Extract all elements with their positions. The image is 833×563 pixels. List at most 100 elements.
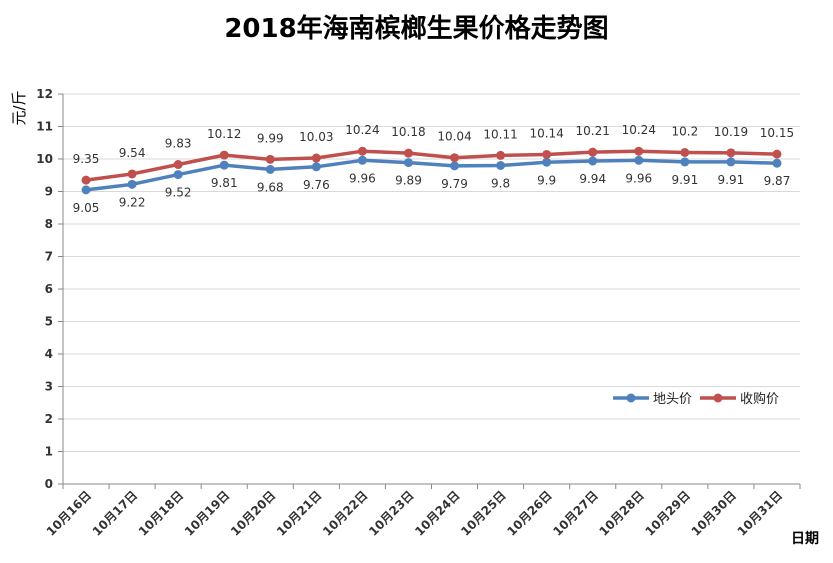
data-label: 10.04 <box>437 130 471 144</box>
data-label: 9.91 <box>671 173 698 187</box>
data-label: 10.03 <box>299 130 333 144</box>
data-point <box>357 155 367 165</box>
x-tick-label: 10月18日 <box>136 488 186 538</box>
data-point <box>219 160 229 170</box>
y-tick-label: 10 <box>36 152 53 166</box>
data-label: 9.52 <box>165 186 192 200</box>
x-tick-label: 10月29日 <box>642 488 692 538</box>
data-point <box>450 153 460 163</box>
x-tick-label: 10月25日 <box>458 488 508 538</box>
axes <box>58 93 801 489</box>
legend: 地头价 收购价 <box>613 391 779 407</box>
data-label: 9.96 <box>625 171 652 185</box>
data-label: 9.22 <box>119 195 146 209</box>
x-tick-label: 10月31日 <box>735 488 785 538</box>
data-label: 10.15 <box>760 126 794 140</box>
data-point <box>588 156 598 166</box>
legend-label: 收购价 <box>740 391 779 407</box>
gridlines <box>63 93 800 452</box>
legend-label: 地头价 <box>653 392 692 407</box>
data-point <box>81 175 91 185</box>
data-point <box>726 148 736 158</box>
x-tick-label: 10月19日 <box>182 488 232 538</box>
data-point <box>772 149 782 159</box>
data-label: 9.89 <box>395 174 422 188</box>
data-label: 10.19 <box>714 125 748 139</box>
data-label: 10.24 <box>622 123 656 137</box>
data-label: 10.21 <box>576 124 610 138</box>
data-label: 10.12 <box>207 127 241 141</box>
data-point <box>772 158 782 168</box>
data-label: 9.54 <box>119 146 146 160</box>
x-tick-label: 10月21日 <box>274 488 324 538</box>
x-tick-label: 10月28日 <box>596 488 646 538</box>
y-tick-label: 4 <box>45 347 53 361</box>
data-point <box>680 148 690 157</box>
y-tick-label: 0 <box>45 477 53 491</box>
data-point <box>588 147 598 157</box>
data-label: 9.94 <box>579 172 606 186</box>
data-point <box>173 170 183 180</box>
data-label: 9.9 <box>537 173 556 187</box>
series <box>81 146 782 195</box>
chart-title: 2018年海南槟榔生果价格走势图 <box>224 14 609 44</box>
data-point <box>542 149 552 159</box>
data-label: 9.79 <box>441 177 468 191</box>
data-label: 9.87 <box>764 174 791 188</box>
y-tick-label: 6 <box>45 282 53 296</box>
y-tick-label: 3 <box>45 380 53 394</box>
x-tick-label: 10月30日 <box>689 488 739 538</box>
data-point <box>634 146 644 156</box>
data-label: 9.76 <box>303 178 330 192</box>
data-labels: 9.05 9.22 9.52 9.81 9.68 9.76 9.96 9.89 9.79 9.8 9… <box>73 123 794 215</box>
y-tick-label: 5 <box>45 315 53 329</box>
legend-marker <box>626 393 636 403</box>
x-tick-label: 10月22日 <box>320 488 370 538</box>
data-point <box>726 157 736 167</box>
data-label: 9.99 <box>257 131 284 145</box>
data-label: 9.35 <box>73 152 100 166</box>
x-tick-label: 10月16日 <box>44 488 94 538</box>
data-point <box>403 148 413 158</box>
y-tick-label: 9 <box>45 185 53 199</box>
data-label: 9.96 <box>349 171 376 185</box>
data-point <box>265 154 275 164</box>
data-point <box>496 150 506 160</box>
y-tick-label: 7 <box>45 250 53 264</box>
data-label: 10.2 <box>671 125 698 139</box>
data-point <box>81 185 91 195</box>
data-point <box>634 155 644 165</box>
y-tick-label: 12 <box>36 87 53 101</box>
y-axis-title: 元/斤 <box>10 90 28 125</box>
data-point <box>403 158 413 168</box>
x-tick-label: 10月20日 <box>228 488 278 538</box>
y-tick-label: 2 <box>45 412 53 426</box>
data-label: 9.81 <box>211 176 238 190</box>
data-point <box>496 161 506 170</box>
data-label: 10.14 <box>529 126 563 140</box>
data-label: 10.24 <box>345 123 379 137</box>
legend-marker <box>713 393 723 403</box>
data-label: 9.8 <box>491 177 510 191</box>
data-point <box>127 169 137 179</box>
data-label: 9.68 <box>257 180 284 194</box>
data-point <box>265 164 275 174</box>
data-point <box>219 150 229 160</box>
data-label: 9.91 <box>718 173 745 187</box>
data-point <box>450 161 460 171</box>
data-label: 9.83 <box>165 137 192 151</box>
y-tick-label: 8 <box>45 217 53 231</box>
series-line <box>84 158 779 192</box>
data-point <box>311 162 321 172</box>
x-tick-label: 10月27日 <box>550 488 600 538</box>
x-tick-labels: 10月16日10月17日10月18日10月19日10月20日10月21日10月2… <box>44 488 785 538</box>
x-tick-label: 10月23日 <box>366 488 416 538</box>
data-point <box>542 157 552 167</box>
x-tick-label: 10月17日 <box>90 488 140 538</box>
y-tick-label: 1 <box>45 445 53 459</box>
data-label: 10.11 <box>483 127 517 141</box>
data-point <box>173 160 183 170</box>
x-axis-title: 日期 <box>791 531 819 547</box>
